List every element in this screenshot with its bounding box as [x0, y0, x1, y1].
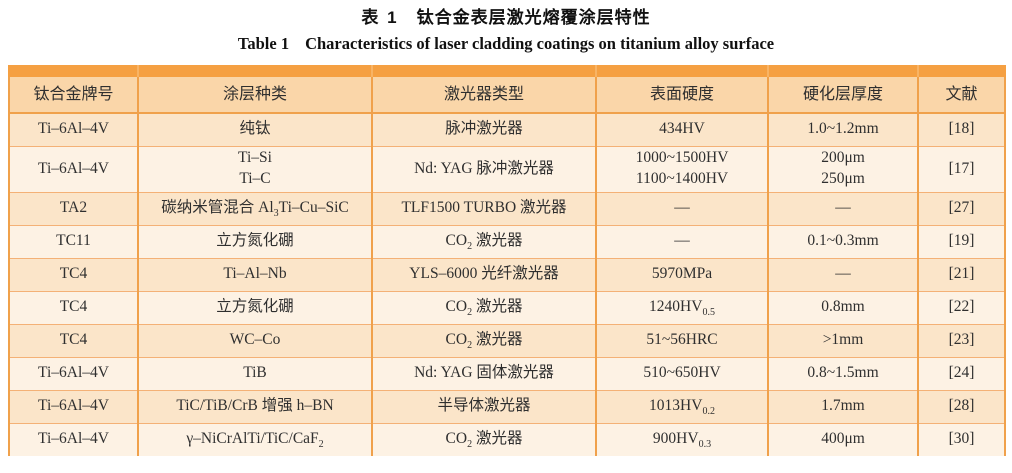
cell-coating: WC–Co	[137, 324, 373, 357]
top-accent-bar-segment	[917, 65, 1006, 77]
cell-coating: 纯钛	[137, 113, 373, 146]
cell-thickness: 0.1~0.3mm	[767, 225, 919, 258]
cell-alloy: Ti–6Al–4V	[8, 146, 139, 192]
table-body: Ti–6Al–4V 纯钛 脉冲激光器 434HV 1.0~1.2mm [18] Ti–6Al…	[8, 113, 1006, 456]
cell-laser: CO2 激光器	[371, 324, 597, 357]
cell-alloy: Ti–6Al–4V	[8, 390, 139, 423]
table-number-zh: 表 1	[361, 8, 399, 27]
cell-hardness: 1240HV0.5	[595, 291, 769, 324]
cell-thickness: 0.8mm	[767, 291, 919, 324]
column-header: 表面硬度	[595, 77, 769, 114]
cell-hardness: 1013HV0.2	[595, 390, 769, 423]
cell-reference: [22]	[917, 291, 1006, 324]
table-row: Ti–6Al–4V 纯钛 脉冲激光器 434HV 1.0~1.2mm [18]	[8, 113, 1006, 146]
cell-alloy: TC4	[8, 324, 139, 357]
cell-hardness: 1000~1500HV 1100~1400HV	[595, 146, 769, 192]
cell-coating: 碳纳米管混合 Al3Ti–Cu–SiC	[137, 192, 373, 225]
cell-coating: Ti–Al–Nb	[137, 258, 373, 291]
table-row: TC4 Ti–Al–Nb YLS–6000 光纤激光器 5970MPa — [21]	[8, 258, 1006, 291]
table-row: TC4 WC–Co CO2 激光器 51~56HRC >1mm [23]	[8, 324, 1006, 357]
cell-reference: [21]	[917, 258, 1006, 291]
cell-laser: YLS–6000 光纤激光器	[371, 258, 597, 291]
cell-hardness: —	[595, 192, 769, 225]
cell-coating: Ti–Si Ti–C	[137, 146, 373, 192]
cell-laser: Nd: YAG 固体激光器	[371, 357, 597, 390]
cell-laser: CO2 激光器	[371, 291, 597, 324]
table-number-en: Table 1	[237, 34, 290, 53]
cell-coating: TiC/TiB/CrB 增强 h–BN	[137, 390, 373, 423]
cell-alloy: TC4	[8, 258, 139, 291]
cell-laser: 脉冲激光器	[371, 113, 597, 146]
table-caption-zh: 钛合金表层激光熔覆涂层特性	[416, 8, 651, 27]
cell-thickness: 400μm	[767, 423, 919, 456]
top-accent-bar-segment	[371, 65, 597, 77]
cell-reference: [23]	[917, 324, 1006, 357]
column-header: 激光器类型	[371, 77, 597, 114]
cell-alloy: TC4	[8, 291, 139, 324]
column-header: 涂层种类	[137, 77, 373, 114]
column-header: 文献	[917, 77, 1006, 114]
cell-thickness: >1mm	[767, 324, 919, 357]
table-row: TC11 立方氮化硼 CO2 激光器 —0.1~0.3mm [19]	[8, 225, 1006, 258]
cell-reference: [28]	[917, 390, 1006, 423]
cell-laser: Nd: YAG 脉冲激光器	[371, 146, 597, 192]
top-accent-bar-segment	[137, 65, 373, 77]
cell-reference: [18]	[917, 113, 1006, 146]
cell-thickness: 0.8~1.5mm	[767, 357, 919, 390]
cell-reference: [30]	[917, 423, 1006, 456]
table-title-en: Table 1 Characteristics of laser cladding…	[0, 32, 1012, 56]
cell-coating: 立方氮化硼	[137, 225, 373, 258]
table-row: TA2 碳纳米管混合 Al3Ti–Cu–SiC TLF1500 TURBO 激光器 —…	[8, 192, 1006, 225]
top-accent-bar-segment	[767, 65, 919, 77]
cell-reference: [19]	[917, 225, 1006, 258]
cell-laser: 半导体激光器	[371, 390, 597, 423]
table-row: Ti–6Al–4V Ti–Si Ti–C Nd: YAG 脉冲激光器 1000~1500…	[8, 146, 1006, 192]
table-row: Ti–6Al–4V γ–NiCrAlTi/TiC/CaF2 CO2 激光器 900HV…	[8, 423, 1006, 456]
cell-alloy: TA2	[8, 192, 139, 225]
cell-laser: CO2 激光器	[371, 423, 597, 456]
cell-hardness: 510~650HV	[595, 357, 769, 390]
cell-reference: [24]	[917, 357, 1006, 390]
cell-coating: γ–NiCrAlTi/TiC/CaF2	[137, 423, 373, 456]
cell-alloy: TC11	[8, 225, 139, 258]
cell-hardness: 434HV	[595, 113, 769, 146]
cell-thickness: 1.7mm	[767, 390, 919, 423]
cell-hardness: —	[595, 225, 769, 258]
header-row: 钛合金牌号 涂层种类 激光器类型 表面硬度 硬化层厚度 文献	[8, 77, 1006, 114]
cell-thickness: —	[767, 258, 919, 291]
table-row: Ti–6Al–4V TiC/TiB/CrB 增强 h–BN 半导体激光器 1013HV…	[8, 390, 1006, 423]
column-header: 钛合金牌号	[8, 77, 139, 114]
cell-alloy: Ti–6Al–4V	[8, 357, 139, 390]
table-title-zh: 表 1 钛合金表层激光熔覆涂层特性	[0, 7, 1012, 29]
cell-coating: 立方氮化硼	[137, 291, 373, 324]
table-caption-en: Characteristics of laser cladding coatin…	[305, 34, 775, 53]
cell-reference: [17]	[917, 146, 1006, 192]
cell-alloy: Ti–6Al–4V	[8, 113, 139, 146]
table-row: Ti–6Al–4V TiB Nd: YAG 固体激光器 510~650HV 0.8~1.…	[8, 357, 1006, 390]
cell-thickness: —	[767, 192, 919, 225]
cell-hardness: 51~56HRC	[595, 324, 769, 357]
cell-thickness: 200μm 250μm	[767, 146, 919, 192]
coatings-table: 钛合金牌号 涂层种类 激光器类型 表面硬度 硬化层厚度 文献 Ti–6Al–4V 纯钛 脉冲激…	[8, 65, 1006, 456]
cell-laser: CO2 激光器	[371, 225, 597, 258]
cell-thickness: 1.0~1.2mm	[767, 113, 919, 146]
cell-hardness: 5970MPa	[595, 258, 769, 291]
top-accent-bar-segment	[8, 65, 139, 77]
cell-laser: TLF1500 TURBO 激光器	[371, 192, 597, 225]
top-accent-bar-segment	[595, 65, 769, 77]
table-row: TC4 立方氮化硼 CO2 激光器 1240HV0.5 0.8mm [22]	[8, 291, 1006, 324]
cell-reference: [27]	[917, 192, 1006, 225]
cell-coating: TiB	[137, 357, 373, 390]
column-header: 硬化层厚度	[767, 77, 919, 114]
table-container: 钛合金牌号 涂层种类 激光器类型 表面硬度 硬化层厚度 文献 Ti–6Al–4V 纯钛 脉冲激…	[8, 65, 1006, 456]
table-titles: 表 1 钛合金表层激光熔覆涂层特性 Table 1 Characteristics …	[0, 0, 1012, 56]
top-accent-bar	[8, 65, 1006, 77]
cell-alloy: Ti–6Al–4V	[8, 423, 139, 456]
cell-hardness: 900HV0.3	[595, 423, 769, 456]
